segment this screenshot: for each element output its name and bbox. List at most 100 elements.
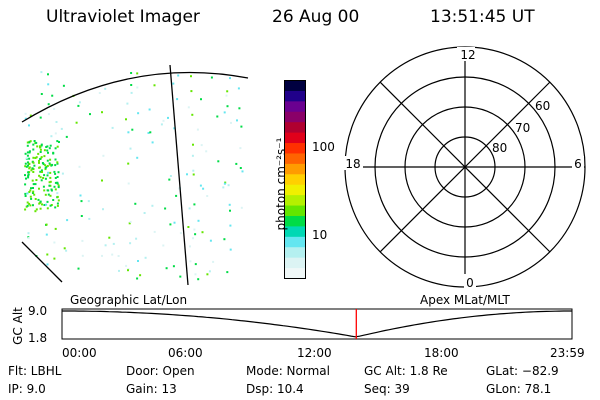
speckle <box>196 128 199 131</box>
altitude-plot-frame <box>61 308 573 340</box>
speckle <box>39 145 41 148</box>
speckle <box>31 167 34 170</box>
speckle <box>28 151 31 154</box>
speckle <box>48 181 51 184</box>
speckle <box>101 111 103 114</box>
colorbar-tick-10: 10 <box>312 228 328 242</box>
speckle <box>35 156 38 159</box>
colorbar-unit-label: photon cm⁻²s⁻¹ <box>274 137 288 231</box>
speckle <box>189 260 192 263</box>
speckle <box>187 226 190 228</box>
speckle <box>178 187 181 190</box>
speckle <box>235 162 238 165</box>
colorbar-band <box>284 195 306 207</box>
speckle <box>40 171 43 173</box>
speckle <box>139 274 142 277</box>
speckle <box>223 238 226 241</box>
speckle <box>49 176 52 179</box>
speckle <box>32 161 35 164</box>
speckle <box>24 195 27 197</box>
speckle <box>102 208 104 211</box>
speckle <box>34 183 37 186</box>
colorbar-band <box>284 236 306 248</box>
speckle <box>164 207 167 210</box>
speckle <box>34 157 37 159</box>
speckle <box>176 98 179 101</box>
speckle <box>165 267 168 270</box>
speckle <box>27 237 30 240</box>
speckle <box>27 171 30 174</box>
speckle <box>49 158 52 161</box>
speckle <box>56 192 59 195</box>
speckle <box>26 204 29 207</box>
speckle <box>229 77 231 80</box>
speckle <box>112 242 115 245</box>
speckle <box>49 194 52 197</box>
speckle <box>57 186 60 189</box>
speckle <box>169 175 172 177</box>
image-panel-label: Geographic Lat/Lon <box>70 293 188 307</box>
speckle <box>229 224 232 227</box>
speckle <box>225 94 228 97</box>
speckle <box>136 86 139 89</box>
speckle <box>136 72 139 75</box>
speckle <box>54 172 57 175</box>
colorbar-band <box>284 101 306 113</box>
speckle <box>226 105 229 108</box>
speckle <box>56 181 59 184</box>
speckle <box>54 147 57 150</box>
speckle <box>56 161 59 164</box>
speckle <box>53 241 56 244</box>
speckle <box>47 193 50 196</box>
speckle <box>88 217 91 220</box>
time-tick-0000: 00:00 <box>62 346 97 360</box>
colorbar-band <box>284 153 306 165</box>
speckle <box>49 180 52 183</box>
speckle <box>24 117 27 120</box>
time-tick-0600: 06:00 <box>168 346 203 360</box>
speckle <box>39 170 42 173</box>
altitude-timeline: 9.0 1.8 GC Alt <box>11 304 573 345</box>
speckle <box>89 113 91 116</box>
speckle <box>134 202 137 205</box>
speckle <box>32 143 35 146</box>
speckle <box>54 177 57 179</box>
time-label: 13:51:45 UT <box>430 7 535 27</box>
speckle <box>104 244 107 247</box>
speckle <box>127 162 130 165</box>
speckle <box>173 221 176 224</box>
colorbar-band <box>284 163 306 175</box>
speckle <box>57 199 60 202</box>
speckle <box>39 116 42 119</box>
speckle <box>41 162 44 164</box>
speckle <box>44 164 47 167</box>
speckle <box>43 189 46 192</box>
speckle <box>206 195 209 197</box>
date-label: 26 Aug 00 <box>272 7 360 27</box>
speckle <box>241 170 244 173</box>
speckle <box>186 173 188 176</box>
speckle <box>192 237 194 240</box>
speckle <box>208 270 211 273</box>
colorbar-band <box>284 122 306 134</box>
speckle <box>42 185 45 188</box>
speckle <box>40 156 43 159</box>
speckle <box>81 254 84 257</box>
speckle <box>54 206 57 209</box>
speckle <box>194 273 197 276</box>
speckle <box>47 151 49 154</box>
polar-panel-label: Apex MLat/MLT <box>420 293 510 307</box>
speckle <box>29 114 32 117</box>
speckle <box>28 166 31 169</box>
speckle <box>111 126 114 129</box>
speckle <box>223 111 226 114</box>
speckle <box>151 141 154 144</box>
speckle <box>179 232 182 235</box>
speckle <box>54 227 57 230</box>
speckle <box>193 203 196 206</box>
speckle <box>48 184 51 187</box>
speckle <box>58 141 60 143</box>
speckle <box>65 135 68 138</box>
colorbar-band <box>284 215 306 227</box>
speckle <box>27 164 29 167</box>
